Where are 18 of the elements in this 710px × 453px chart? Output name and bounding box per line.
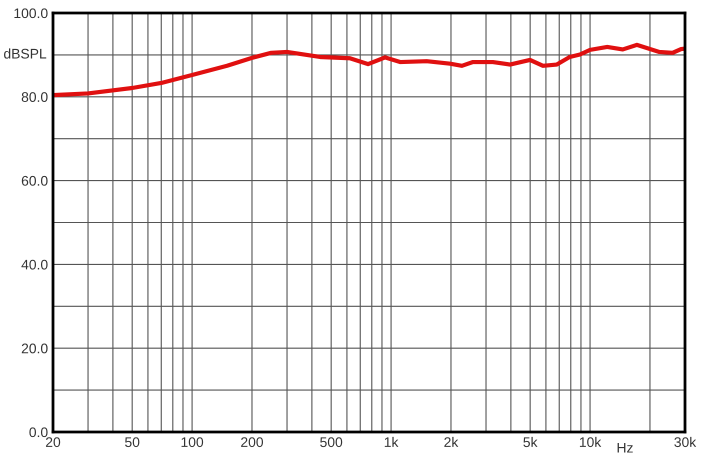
y-tick-label: 0.0 [29, 427, 48, 438]
x-tick-label: 500 [320, 437, 342, 448]
y-tick-label: 20.0 [22, 344, 48, 354]
x-tick-label: 50 [125, 437, 140, 448]
x-tick-label: 10k [580, 436, 602, 448]
x-tick-label: 100 [182, 437, 204, 448]
y-tick-label: 100.0 [14, 8, 48, 18]
x-tick-label: 2k [444, 436, 458, 447]
y-axis-title: dBSPL [4, 48, 46, 59]
x-tick-label: 1k [384, 436, 398, 447]
x-tick-label: 5k [523, 436, 538, 448]
y-tick-label: 60.0 [22, 176, 48, 186]
y-tick-label: 80.0 [22, 92, 48, 102]
x-tick-label: 20 [46, 437, 60, 448]
y-tick-label: 40.0 [21, 260, 48, 270]
x-tick-label: 30k [674, 436, 696, 448]
x-tick-label: 200 [241, 437, 264, 448]
x-axis-title: Hz [618, 442, 633, 453]
